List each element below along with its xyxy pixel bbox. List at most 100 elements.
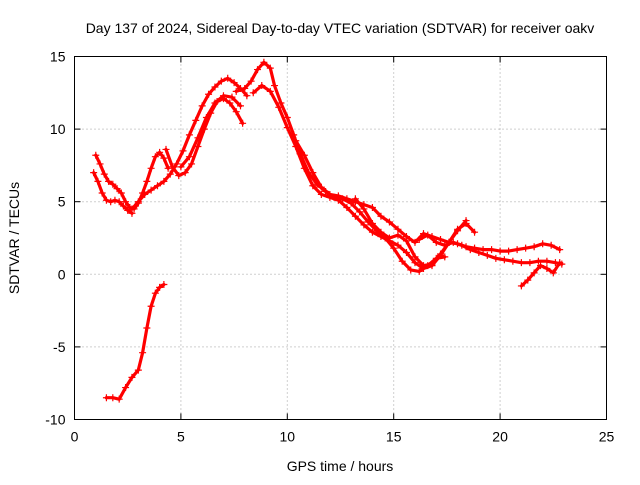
data-point: [292, 137, 300, 145]
data-point: [513, 246, 521, 254]
data-point: [194, 134, 202, 142]
data-point: [415, 267, 423, 275]
data-point: [419, 262, 427, 270]
data-point: [119, 202, 127, 210]
data-point: [326, 190, 334, 198]
data-point: [368, 219, 376, 227]
data-point: [94, 177, 102, 185]
data-point: [224, 74, 232, 82]
data-point: [243, 92, 251, 100]
data-point: [160, 280, 168, 288]
data-point: [134, 366, 142, 374]
data-point: [217, 77, 225, 85]
data-point: [266, 87, 274, 95]
data-point: [500, 256, 508, 264]
x-tick-label: 10: [280, 429, 296, 445]
data-point: [334, 192, 342, 200]
plot-frame: [74, 56, 607, 420]
data-point: [181, 169, 189, 177]
data-point: [547, 241, 555, 249]
data-point: [260, 58, 268, 66]
y-tick-label: -5: [53, 339, 66, 355]
data-point: [517, 259, 525, 267]
data-point: [537, 262, 545, 270]
y-tick-label: 10: [50, 121, 66, 137]
data-point: [228, 93, 236, 101]
data-point: [166, 170, 174, 178]
x-tick-label: 25: [599, 429, 615, 445]
data-point: [509, 257, 517, 265]
data-point: [283, 124, 291, 132]
data-point: [402, 249, 410, 257]
data-point: [185, 131, 193, 139]
data-point: [173, 160, 181, 168]
y-tick-label: 0: [58, 266, 66, 282]
data-point: [543, 264, 551, 272]
data-point: [317, 190, 325, 198]
data-point: [377, 228, 385, 236]
data-point: [368, 228, 376, 236]
x-axis-label: GPS time / hours: [287, 458, 394, 474]
data-point: [96, 160, 104, 168]
data-point: [185, 153, 193, 161]
data-point: [102, 196, 110, 204]
x-tick-label: 0: [71, 429, 79, 445]
data-point: [168, 163, 176, 171]
data-point: [143, 177, 151, 185]
data-point: [437, 235, 445, 243]
data-point: [441, 241, 449, 249]
data-point: [162, 145, 170, 153]
data-point: [343, 204, 351, 212]
data-point: [232, 87, 240, 95]
data-point: [128, 205, 136, 213]
data-point: [492, 254, 500, 262]
data-point: [122, 384, 130, 392]
data-point: [462, 217, 470, 225]
data-point: [356, 208, 364, 216]
data-point: [153, 182, 161, 190]
data-point: [141, 190, 149, 198]
data-point: [156, 283, 164, 291]
data-point: [230, 79, 238, 87]
data-point: [219, 92, 227, 100]
data-point: [411, 238, 419, 246]
data-series: [90, 58, 566, 403]
data-point: [530, 269, 538, 277]
data-point: [151, 289, 159, 297]
data-point: [188, 160, 196, 168]
data-point: [351, 212, 359, 220]
data-point: [156, 148, 164, 156]
data-point: [458, 241, 466, 249]
data-point: [226, 99, 234, 107]
data-point: [283, 113, 291, 121]
data-point: [377, 212, 385, 220]
data-point: [475, 249, 483, 257]
data-point: [368, 204, 376, 212]
data-point: [415, 235, 423, 243]
data-point: [496, 247, 504, 255]
data-point: [351, 195, 359, 203]
data-point: [232, 108, 240, 116]
series-arc-11: [517, 259, 564, 290]
data-point: [517, 282, 525, 290]
data-point: [192, 116, 200, 124]
data-point: [92, 151, 100, 159]
data-point: [411, 253, 419, 261]
data-point: [394, 241, 402, 249]
data-point: [309, 169, 317, 177]
x-tick-label: 5: [177, 429, 185, 445]
data-point: [556, 259, 564, 267]
data-point: [177, 163, 185, 171]
data-point: [179, 147, 187, 155]
data-point: [390, 244, 398, 252]
data-point: [98, 189, 106, 197]
data-point: [360, 221, 368, 229]
y-tick-label: -10: [45, 412, 65, 428]
series-arc-3: [128, 74, 251, 213]
data-point: [407, 266, 415, 274]
data-point: [211, 83, 219, 91]
data-point: [454, 227, 462, 235]
data-point: [102, 394, 110, 402]
axis-ticks: [74, 56, 607, 420]
y-axis-label: SDTVAR / TECUs: [6, 182, 22, 294]
